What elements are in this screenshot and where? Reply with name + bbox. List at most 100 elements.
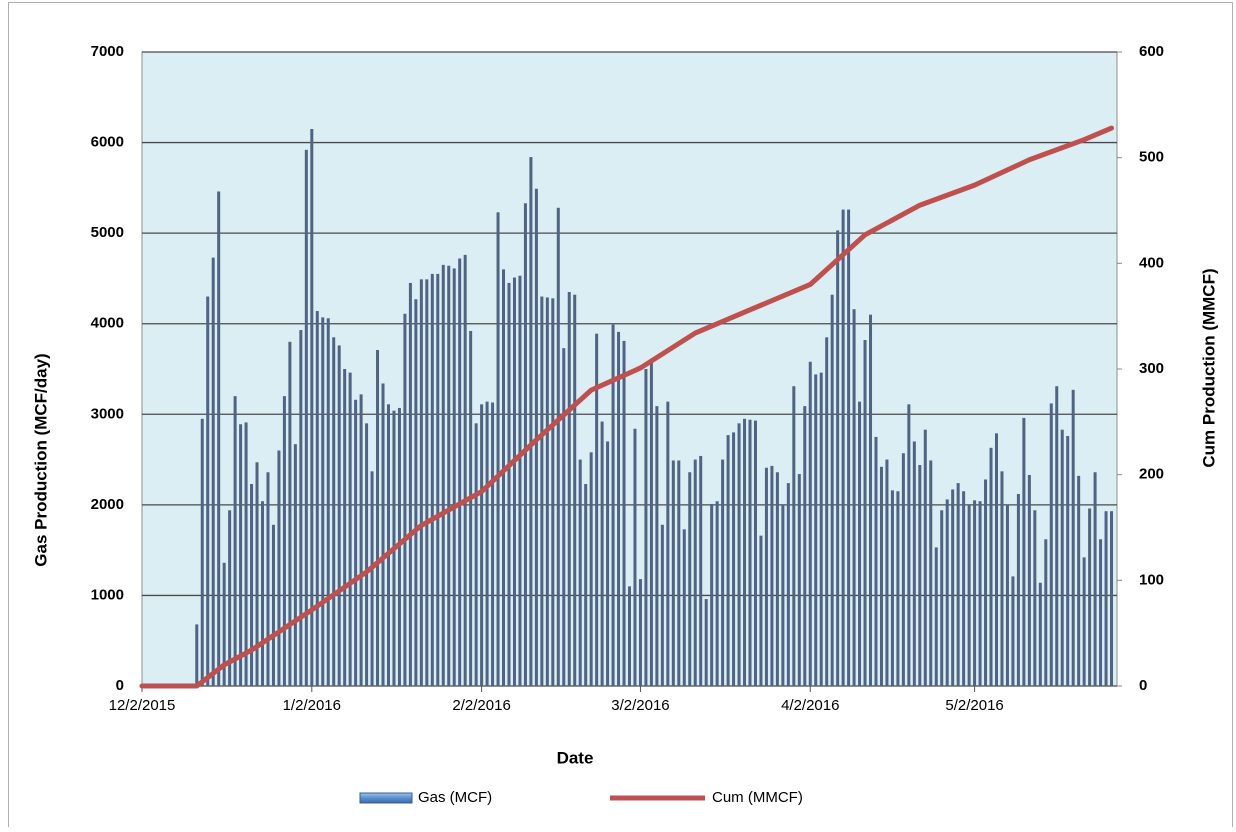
bar (951, 489, 955, 686)
y-tick-label: 1000 (91, 586, 124, 603)
bar (1016, 493, 1020, 686)
bar (271, 524, 275, 686)
bar (452, 268, 456, 686)
bar (934, 547, 938, 686)
bar (354, 399, 358, 686)
bar (743, 418, 747, 686)
bar (649, 359, 653, 686)
bar (606, 441, 610, 686)
bar (748, 419, 752, 686)
bar (376, 349, 380, 686)
bar (984, 479, 988, 686)
bar (250, 484, 254, 686)
bar (666, 401, 670, 686)
bar (797, 474, 801, 686)
line (139, 125, 1115, 689)
y2-tick-label: 300 (1139, 360, 1164, 377)
bar (836, 230, 840, 686)
bar (732, 432, 736, 686)
bar (1099, 539, 1103, 686)
y-tick-label: 6000 (91, 134, 124, 151)
legend-label: Cum (MMCF) (712, 789, 803, 806)
bar (239, 424, 243, 686)
bar (759, 535, 763, 686)
bar (792, 386, 796, 686)
bar (299, 330, 303, 686)
bar (704, 599, 708, 686)
bar (901, 453, 905, 686)
y2-axis-title: Cum Production (MMCF) (1199, 268, 1218, 467)
bar (436, 273, 440, 686)
bar (206, 296, 210, 686)
bar (414, 299, 418, 686)
bar (830, 294, 834, 686)
bar (786, 483, 790, 686)
bar (244, 422, 248, 686)
bar (584, 484, 588, 686)
bar (195, 624, 199, 686)
bar (874, 436, 878, 686)
bar (293, 444, 297, 686)
bar (617, 331, 621, 686)
bar (359, 394, 363, 686)
bar (1022, 417, 1026, 686)
bar (1033, 510, 1037, 686)
bar (589, 452, 593, 686)
bar (337, 345, 341, 686)
y-axis-title: Gas Production (MCF/day) (31, 353, 50, 566)
bar (1038, 582, 1042, 686)
bar (940, 510, 944, 686)
bar (321, 317, 325, 686)
bar (1044, 539, 1048, 686)
bar (1005, 504, 1009, 686)
bar (408, 282, 412, 686)
bar (622, 340, 626, 686)
bar (1093, 472, 1097, 686)
bar (858, 401, 862, 686)
bar (403, 313, 407, 686)
bar (852, 309, 856, 686)
bar (688, 472, 692, 686)
bar (567, 292, 571, 686)
bar (973, 500, 977, 686)
bar (288, 341, 292, 686)
bar (529, 157, 533, 686)
bar (491, 402, 495, 686)
bar (994, 433, 998, 686)
bar (611, 324, 615, 686)
bar (1000, 471, 1004, 686)
bar (1060, 429, 1064, 686)
bar (507, 282, 511, 686)
bar (1011, 576, 1015, 686)
bar (425, 279, 429, 686)
bar (682, 529, 686, 686)
bar (595, 333, 599, 686)
bar (332, 337, 336, 686)
bar (638, 579, 642, 686)
bar (255, 462, 259, 686)
bar (463, 254, 467, 686)
bar (365, 423, 369, 686)
x-tick-label: 5/2/2016 (945, 697, 1003, 714)
bar (885, 459, 889, 686)
y2-tick-label: 200 (1139, 466, 1164, 483)
bar (348, 372, 352, 686)
plot-area (141, 51, 1118, 687)
bar (310, 128, 314, 686)
bar (370, 471, 374, 686)
bar (715, 501, 719, 686)
bar (803, 406, 807, 686)
x-tick-label: 2/2/2016 (452, 697, 510, 714)
bar (677, 460, 681, 686)
bar (633, 428, 637, 686)
bar (962, 491, 966, 686)
y2-tick-label: 600 (1139, 43, 1164, 60)
bar (458, 258, 462, 686)
bar (447, 265, 451, 686)
bar (1066, 436, 1070, 686)
bar (781, 504, 785, 686)
bar (814, 374, 818, 686)
bar (326, 318, 330, 686)
bar (923, 429, 927, 686)
